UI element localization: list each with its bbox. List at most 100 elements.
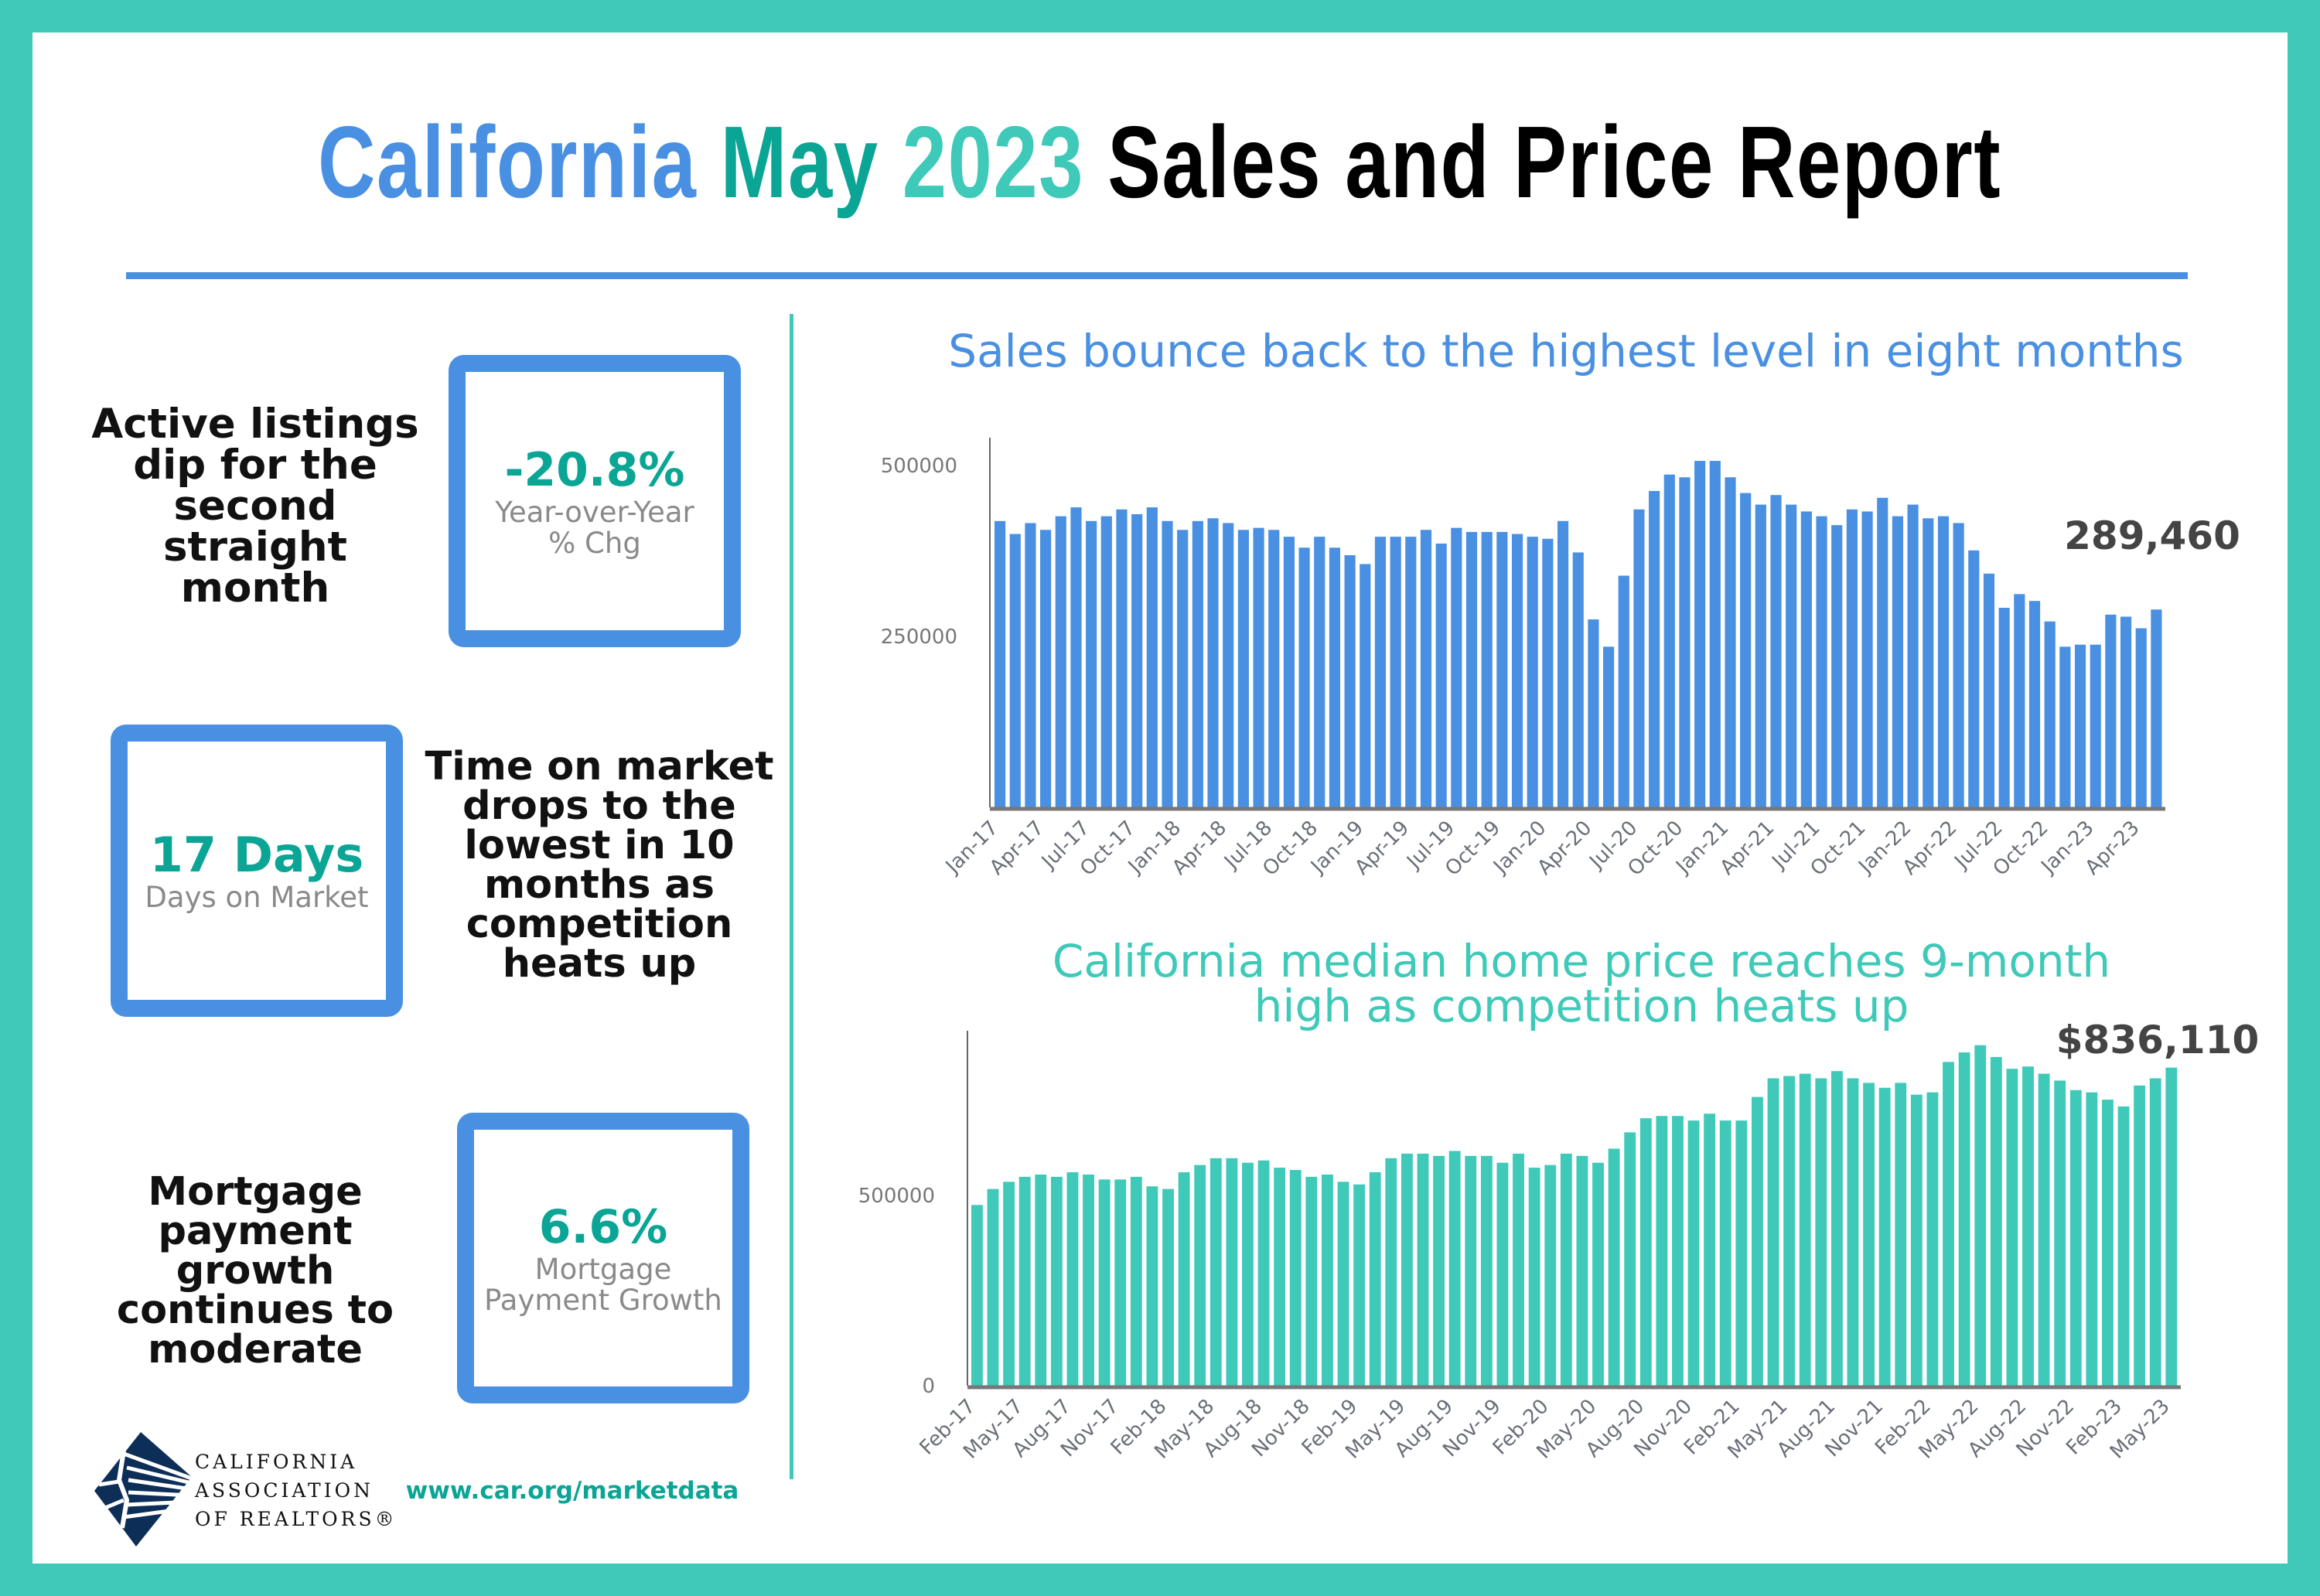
price-bar xyxy=(1066,1172,1079,1386)
logo-wordmark: CALIFORNIA ASSOCIATION OF REALTORS® xyxy=(195,1448,397,1533)
title-report: Sales and Price Report xyxy=(1107,105,2002,219)
price-bar xyxy=(2086,1092,2098,1386)
price-bar xyxy=(1815,1078,1827,1386)
mortgage-value: 6.6% xyxy=(538,1200,668,1254)
logo-line: CALIFORNIA xyxy=(195,1451,358,1473)
price-bar xyxy=(1513,1153,1524,1386)
price-bar xyxy=(1257,1160,1270,1386)
price-bar xyxy=(1050,1176,1063,1386)
text-line: moderate xyxy=(148,1327,363,1373)
sales-bar xyxy=(1588,619,1599,807)
price-bar xyxy=(1847,1078,1859,1386)
text-line: competition xyxy=(466,902,733,947)
sales-bar xyxy=(1694,461,1706,807)
logo-line: ASSOCIATION xyxy=(195,1479,374,1502)
sales-bar xyxy=(1770,495,1782,807)
sales-bar xyxy=(1025,523,1036,807)
sales-bar xyxy=(1146,507,1158,807)
page-title: California May 2023 Sales and Price Repo… xyxy=(0,108,2320,217)
title-year: 2023 xyxy=(902,105,1085,219)
listings-value: -20.8% xyxy=(504,443,685,497)
sales-bar xyxy=(1314,537,1325,807)
price-bar xyxy=(1735,1120,1748,1386)
text-line: month xyxy=(180,564,330,612)
text-line: heats up xyxy=(502,941,697,987)
sales-bar xyxy=(2090,644,2101,807)
price-bar xyxy=(1337,1182,1349,1386)
price-bar xyxy=(1799,1073,1811,1386)
price-bar xyxy=(1560,1153,1572,1386)
price-bar xyxy=(1480,1155,1493,1386)
price-bar xyxy=(1544,1165,1557,1386)
price-latest-value-label: $836,110 xyxy=(2056,1018,2260,1062)
text-line: Mortgage xyxy=(148,1169,363,1215)
sales-bar xyxy=(2151,609,2162,807)
price-bar xyxy=(1289,1170,1302,1386)
sales-bar xyxy=(1329,547,1341,807)
price-chart-title: California median home price reaches 9-m… xyxy=(851,939,2312,1028)
price-bar xyxy=(2134,1085,2146,1386)
logo-line: OF REALTORS® xyxy=(195,1508,397,1530)
sales-bar xyxy=(1086,520,1097,807)
price-bar xyxy=(1417,1153,1429,1386)
sales-bar xyxy=(1268,530,1280,807)
days-description: Time on market drops to the lowest in 10… xyxy=(421,747,777,984)
sales-bar xyxy=(1253,527,1264,807)
sales-bar xyxy=(1374,537,1387,807)
price-y-tick-label: 0 xyxy=(922,1375,935,1398)
days-stat-box: 17 Days Days on Market xyxy=(111,725,403,1017)
text-line: straight xyxy=(163,523,347,571)
price-bar xyxy=(1274,1168,1286,1386)
sales-bar xyxy=(1786,504,1797,807)
price-bar xyxy=(1146,1186,1158,1386)
price-bar xyxy=(1448,1151,1461,1386)
sales-bar xyxy=(1709,461,1721,807)
sales-bar xyxy=(1618,575,1629,807)
price-bar xyxy=(1704,1113,1716,1386)
price-bar xyxy=(1242,1162,1254,1386)
sales-bar xyxy=(1116,509,1128,807)
sales-bar xyxy=(1055,516,1066,807)
price-bar xyxy=(1035,1174,1047,1386)
sales-bar xyxy=(1603,646,1615,807)
sales-bar xyxy=(1983,573,1995,807)
price-bar xyxy=(1592,1162,1604,1386)
sales-bar xyxy=(1223,523,1234,807)
price-bar xyxy=(1433,1155,1445,1386)
sales-bar xyxy=(1755,504,1766,807)
car-logo-icon xyxy=(94,1432,193,1547)
sales-bar xyxy=(2074,644,2086,807)
price-bar xyxy=(987,1188,999,1386)
sales-bar xyxy=(1663,474,1675,807)
market-data-link[interactable]: www.car.org/marketdata xyxy=(405,1477,739,1505)
sales-bar xyxy=(1725,477,1736,807)
sales-bar xyxy=(1344,554,1356,807)
title-california: California xyxy=(318,105,698,219)
mortgage-description: Mortgage payment growth continues to mod… xyxy=(85,1172,425,1369)
sales-bar xyxy=(1557,520,1569,807)
price-bar xyxy=(1178,1172,1190,1386)
price-bar xyxy=(1528,1168,1540,1386)
sales-bar xyxy=(1481,531,1493,807)
sales-bar xyxy=(1542,538,1554,807)
price-bar xyxy=(1496,1162,1509,1386)
sales-bar xyxy=(1283,537,1295,807)
price-bar xyxy=(1385,1158,1397,1386)
text-line: second xyxy=(173,483,337,530)
listings-description: Active listings dip for the second strai… xyxy=(85,404,425,609)
text-line: drops to the xyxy=(462,783,736,829)
price-bar xyxy=(2102,1100,2114,1386)
sales-y-tick-label: 500000 xyxy=(881,455,957,478)
sales-bar xyxy=(1390,537,1401,807)
price-bar xyxy=(1910,1094,1923,1386)
price-bar xyxy=(1752,1096,1763,1386)
price-bar xyxy=(1353,1184,1366,1386)
price-bar xyxy=(1162,1188,1174,1386)
price-bar xyxy=(1656,1116,1668,1386)
sales-chart-title: Sales bounce back to the highest level i… xyxy=(948,325,2184,377)
sales-bar xyxy=(1360,564,1371,807)
sales-bar xyxy=(1831,525,1843,807)
sales-bar xyxy=(2014,594,2025,807)
sales-bar xyxy=(1192,520,1203,807)
price-bar xyxy=(2149,1078,2161,1386)
